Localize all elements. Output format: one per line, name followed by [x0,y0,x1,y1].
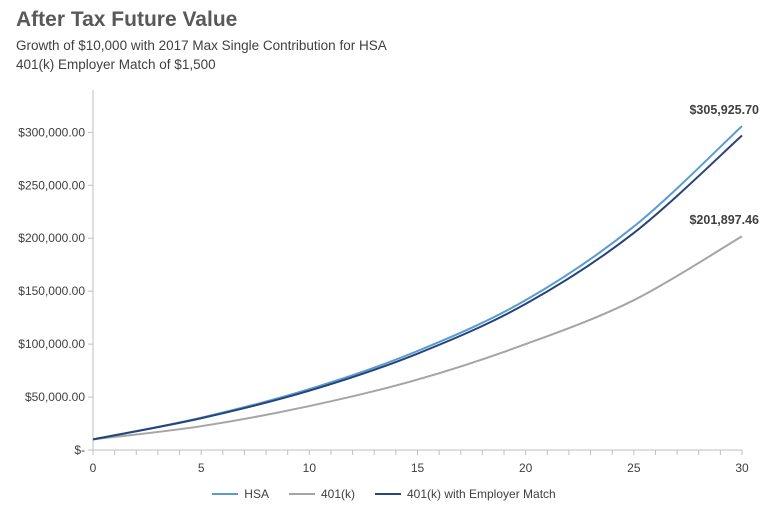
legend-swatch [288,493,315,495]
series-line-2 [92,134,743,441]
legend-swatch [212,493,239,495]
data-label: $201,897.46 [689,213,759,227]
x-tick-label: 0 [90,461,97,475]
x-tick-label: 20 [519,461,533,475]
chart-title: After Tax Future Value [16,8,238,31]
legend-label: 401(k) [320,487,355,501]
y-tick-label: $300,000.00 [18,125,85,139]
legend-label: HSA [244,487,269,501]
y-axis-ticks: $- $50,000.00 $100,000.00 $150,000.00 $200,0… [18,125,93,457]
y-tick-label: $100,000.00 [18,337,85,351]
x-tick-label: 30 [735,461,749,475]
series-lines [92,125,743,441]
y-tick-label: $50,000.00 [25,390,85,404]
x-tick-label: 10 [303,461,317,475]
legend-item: HSA [212,487,269,501]
x-tick-label: 15 [411,461,425,475]
legend-label: 401(k) with Employer Match [406,487,556,501]
x-axis-ticks: 0 5 10 15 20 25 30 [90,450,749,475]
series-line-1 [92,235,743,441]
data-label: $305,925.70 [689,103,759,117]
y-tick-label: $200,000.00 [18,231,85,245]
x-tick-label: 25 [627,461,641,475]
chart-subtitle-line-2: 401(k) Employer Match of $1,500 [16,57,216,72]
y-tick-label: $150,000.00 [18,284,85,298]
chart-subtitle-line-1: Growth of $10,000 with 2017 Max Single C… [16,38,387,53]
chart-legend: HSA 401(k) 401(k) with Employer Match [0,487,768,501]
y-tick-label: $- [74,443,85,457]
series-line-0 [92,125,743,441]
legend-swatch [374,493,401,495]
data-labels: $305,925.70 $201,897.46 [689,103,759,227]
legend-item: 401(k) [288,487,355,501]
y-tick-label: $250,000.00 [18,178,85,192]
legend-item: 401(k) with Employer Match [374,487,556,501]
x-tick-label: 5 [198,461,205,475]
